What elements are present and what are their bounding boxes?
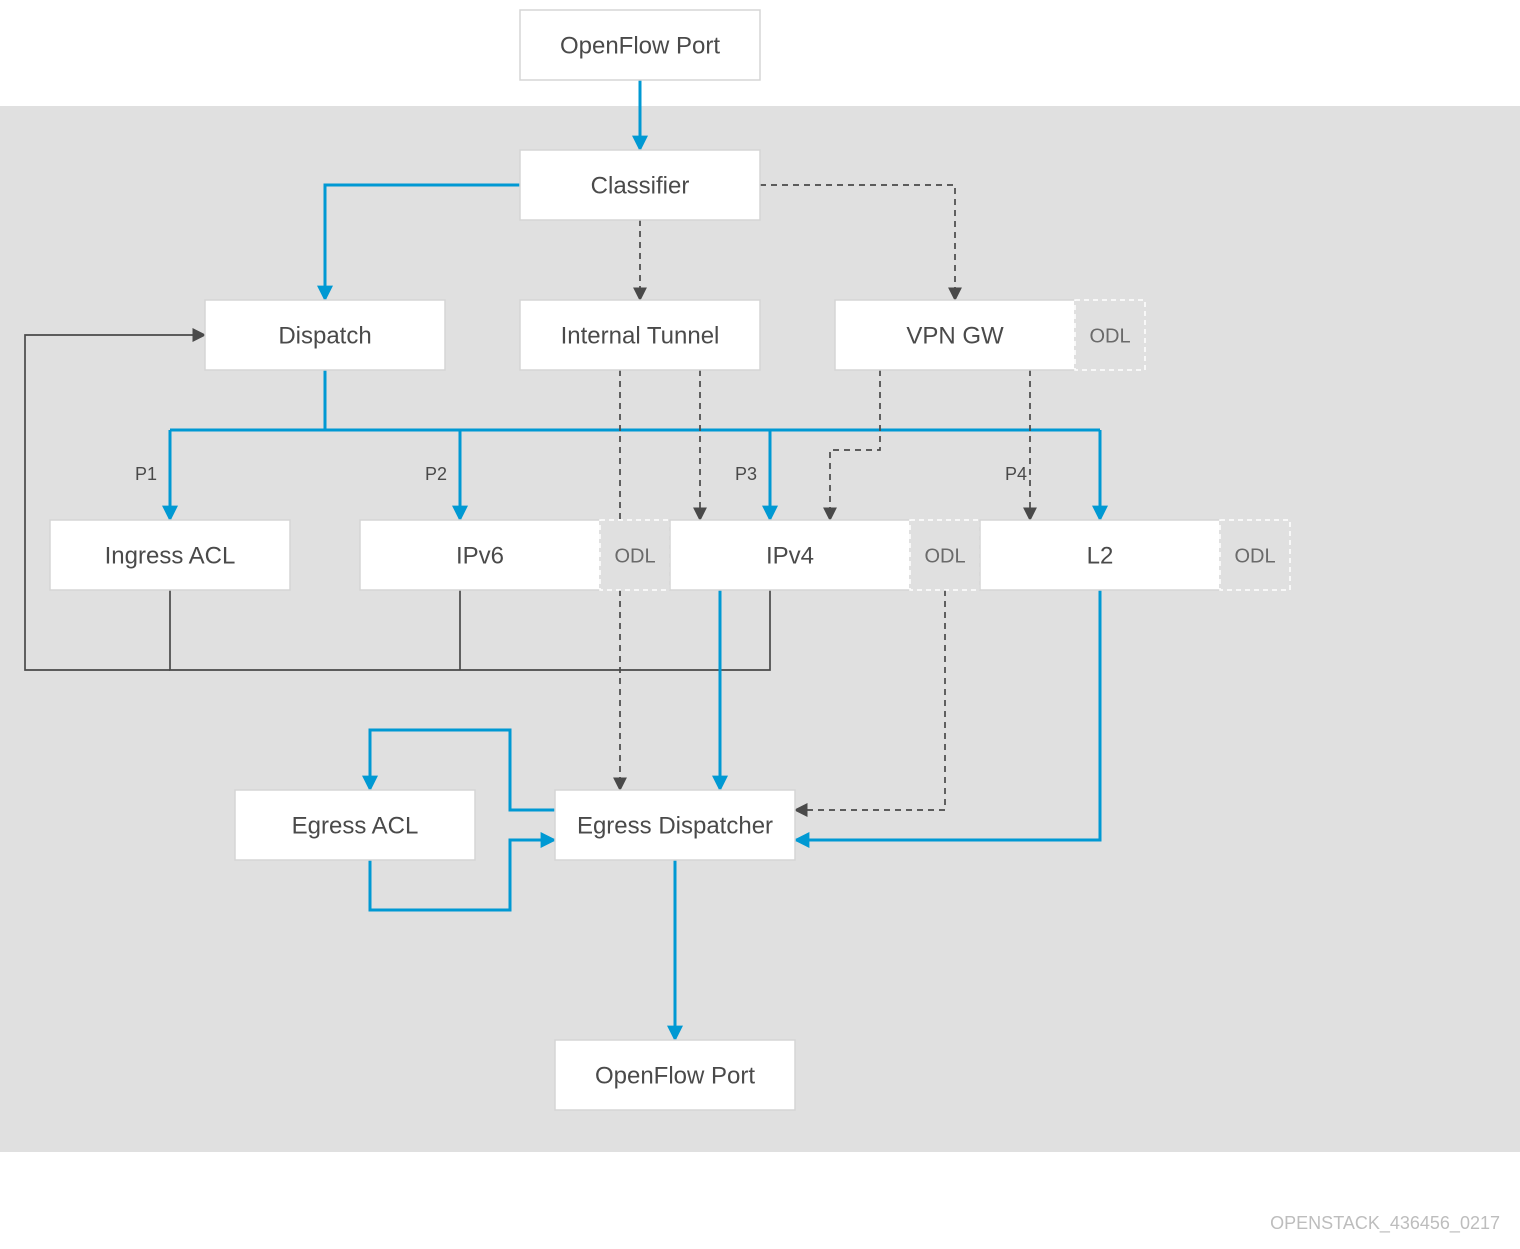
odl-badge-vpn_gw: ODL	[1089, 325, 1130, 347]
node-vpn_gw: VPN GW ODL	[835, 300, 1145, 370]
odl-badge-ipv4: ODL	[924, 545, 965, 567]
node-label-egress_disp: Egress Dispatcher	[577, 812, 773, 839]
node-label-ingress_acl: Ingress ACL	[105, 542, 236, 569]
node-label-ipv6: IPv6	[456, 542, 504, 569]
footer-id: OPENSTACK_436456_0217	[1270, 1213, 1500, 1234]
node-label-openflow_bot: OpenFlow Port	[595, 1062, 755, 1089]
node-egress_acl: Egress ACL	[235, 790, 475, 860]
path-label-p4: P4	[1005, 464, 1027, 484]
node-ingress_acl: Ingress ACL	[50, 520, 290, 590]
openflow-pipeline-diagram: OpenFlow Port Classifier Dispatch Internal …	[0, 0, 1520, 1249]
odl-badge-l2: ODL	[1234, 545, 1275, 567]
node-internal_tunnel: Internal Tunnel	[520, 300, 760, 370]
node-label-internal_tunnel: Internal Tunnel	[561, 322, 720, 349]
node-classifier: Classifier	[520, 150, 760, 220]
node-egress_disp: Egress Dispatcher	[555, 790, 795, 860]
node-label-egress_acl: Egress ACL	[292, 812, 419, 839]
path-label-p2: P2	[425, 464, 447, 484]
node-l2: L2 ODL	[980, 520, 1290, 590]
node-label-dispatch: Dispatch	[278, 322, 371, 349]
node-ipv4: IPv4 ODL	[670, 520, 980, 590]
node-openflow_top: OpenFlow Port	[520, 10, 760, 80]
node-label-l2: L2	[1087, 542, 1114, 569]
node-dispatch: Dispatch	[205, 300, 445, 370]
node-label-vpn_gw: VPN GW	[906, 322, 1004, 349]
node-openflow_bot: OpenFlow Port	[555, 1040, 795, 1110]
odl-badge-ipv6: ODL	[614, 545, 655, 567]
path-label-p1: P1	[135, 464, 157, 484]
path-label-p3: P3	[735, 464, 757, 484]
node-label-classifier: Classifier	[591, 172, 690, 199]
node-label-ipv4: IPv4	[766, 542, 814, 569]
node-ipv6: IPv6 ODL	[360, 520, 670, 590]
node-label-openflow_top: OpenFlow Port	[560, 32, 720, 59]
pipeline-region	[0, 106, 1520, 1152]
